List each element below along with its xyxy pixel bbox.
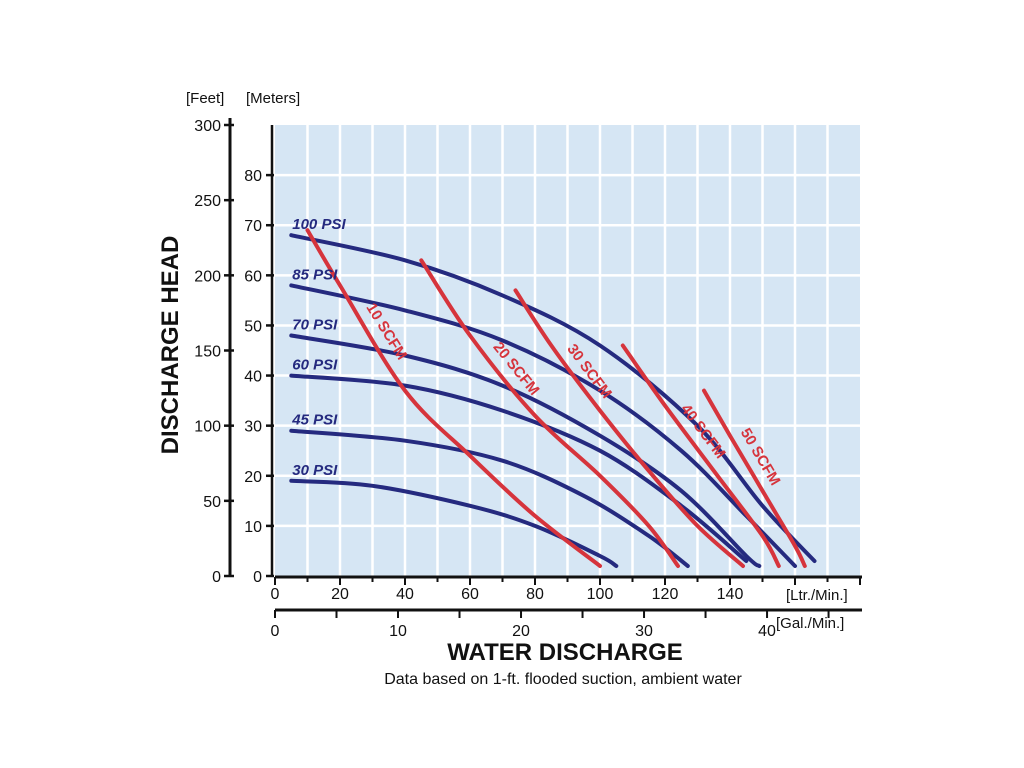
pressure-label-45-psi: 45 PSI <box>291 412 338 429</box>
y-tick-label-meters: 40 <box>244 369 262 386</box>
y-tick-label-feet: 200 <box>194 268 221 285</box>
pressure-label-30-psi: 30 PSI <box>292 462 338 479</box>
x-tick-label-lpm: 120 <box>652 586 679 603</box>
x-tick-label-gpm: 10 <box>389 623 407 640</box>
pressure-label-70-psi: 70 PSI <box>292 316 338 333</box>
x-tick-label-lpm: 40 <box>396 586 414 603</box>
x-tick-label-lpm: 20 <box>331 586 349 603</box>
x-tick-label-lpm: 60 <box>461 586 479 603</box>
air-line-20-scfm <box>419 258 680 568</box>
x-axis-title: WATER DISCHARGE <box>447 639 683 666</box>
air-line-30-scfm <box>513 288 745 568</box>
pressure-line-100-psi <box>289 233 817 563</box>
x-tick-label-gpm: 20 <box>512 623 530 640</box>
y-tick-label-meters: 10 <box>244 519 262 536</box>
y-tick-label-meters: 60 <box>244 268 262 285</box>
y-tick-label-meters: 20 <box>244 469 262 486</box>
air-line-40-scfm <box>620 343 781 568</box>
data-note: Data based on 1-ft. flooded suction, amb… <box>384 671 742 688</box>
y-axis-title: DISCHARGE HEAD <box>157 236 184 455</box>
x-tick-label-lpm: 80 <box>526 586 544 603</box>
pressure-label-60-psi: 60 PSI <box>292 357 338 374</box>
x-tick-label-gpm: 30 <box>635 623 653 640</box>
x-tick-label-lpm: 0 <box>271 586 280 603</box>
x-tick-label-gpm: 40 <box>758 623 776 640</box>
y-tick-label-feet: 250 <box>194 193 221 210</box>
y-tick-label-feet: 150 <box>194 344 221 361</box>
y-tick-label-feet: 50 <box>203 494 221 511</box>
pressure-line-70-psi <box>289 333 762 568</box>
pressure-label-100-psi: 100 PSI <box>292 216 346 233</box>
y-tick-label-meters: 70 <box>244 218 262 235</box>
y-tick-label-feet: 300 <box>194 118 221 135</box>
pressure-line-45-psi <box>289 428 690 568</box>
air-line-10-scfm <box>305 228 602 568</box>
pressure-label-85-psi: 85 PSI <box>292 266 338 283</box>
x-tick-label-lpm: 100 <box>587 586 614 603</box>
pressure-line-30-psi <box>289 478 619 568</box>
series <box>289 228 817 568</box>
y-tick-label-meters: 50 <box>244 318 262 335</box>
y-unit-feet: [Feet] <box>186 90 224 107</box>
x-unit-gpm: [Gal./Min.] <box>776 615 844 632</box>
y-tick-label-feet: 100 <box>194 419 221 436</box>
x-tick-label-lpm: 140 <box>717 586 744 603</box>
air-line-50-scfm <box>702 388 807 568</box>
x-tick-label-gpm: 0 <box>271 623 280 640</box>
y-unit-meters: [Meters] <box>246 90 300 107</box>
y-tick-label-meters: 80 <box>244 168 262 185</box>
y-tick-label-feet: 0 <box>212 569 221 586</box>
y-tick-label-meters: 0 <box>253 569 262 586</box>
y-tick-label-meters: 30 <box>244 419 262 436</box>
x-unit-lpm: [Ltr./Min.] <box>786 587 848 604</box>
